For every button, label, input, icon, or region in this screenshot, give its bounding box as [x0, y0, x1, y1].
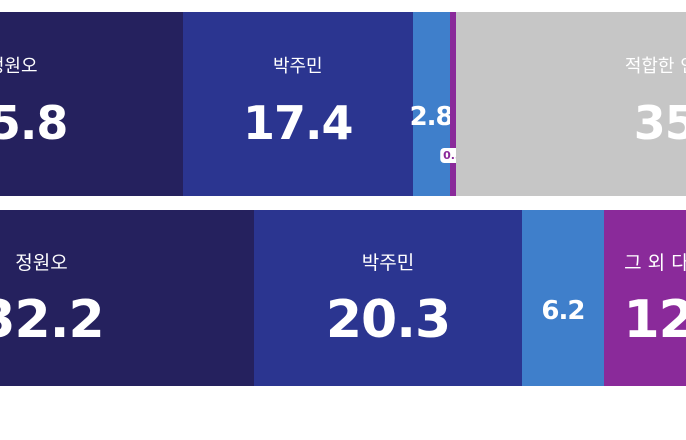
- bar-segment: 6.2: [522, 210, 604, 386]
- segment-label: 정원오: [15, 251, 68, 274]
- value-label: 35.2: [633, 96, 686, 151]
- segment-label: 정원오: [0, 56, 38, 78]
- value-label: 12.4: [623, 290, 686, 351]
- bar-segment: 적합한 인물 없음 35.2: [456, 12, 686, 196]
- bar-segment: 박주민 17.4: [182, 12, 413, 196]
- segment-label: 적합한 인물 없음: [624, 56, 686, 78]
- bar-segment: 그 외 다른 인물 12.4: [603, 210, 686, 386]
- bar-segment: 정원오 25.8: [0, 12, 183, 196]
- segment-label: 박주민: [361, 251, 415, 274]
- value-label: 20.3: [325, 290, 451, 351]
- segment-label: 박주민: [272, 56, 323, 78]
- bar-segment: 박주민 20.3: [254, 210, 522, 386]
- value-label: 2.8: [409, 102, 454, 132]
- value-label: 32.2: [0, 290, 105, 351]
- value-label: 17.4: [243, 96, 353, 151]
- bar-segment: 정원오 32.2: [0, 210, 255, 386]
- segment-label: 그 외 다른 인물: [624, 251, 686, 274]
- value-label: 25.8: [0, 96, 68, 151]
- bar-segment: [449, 12, 457, 196]
- value-label: 6.2: [541, 296, 585, 326]
- bar-segment: 2.8: [410, 12, 454, 196]
